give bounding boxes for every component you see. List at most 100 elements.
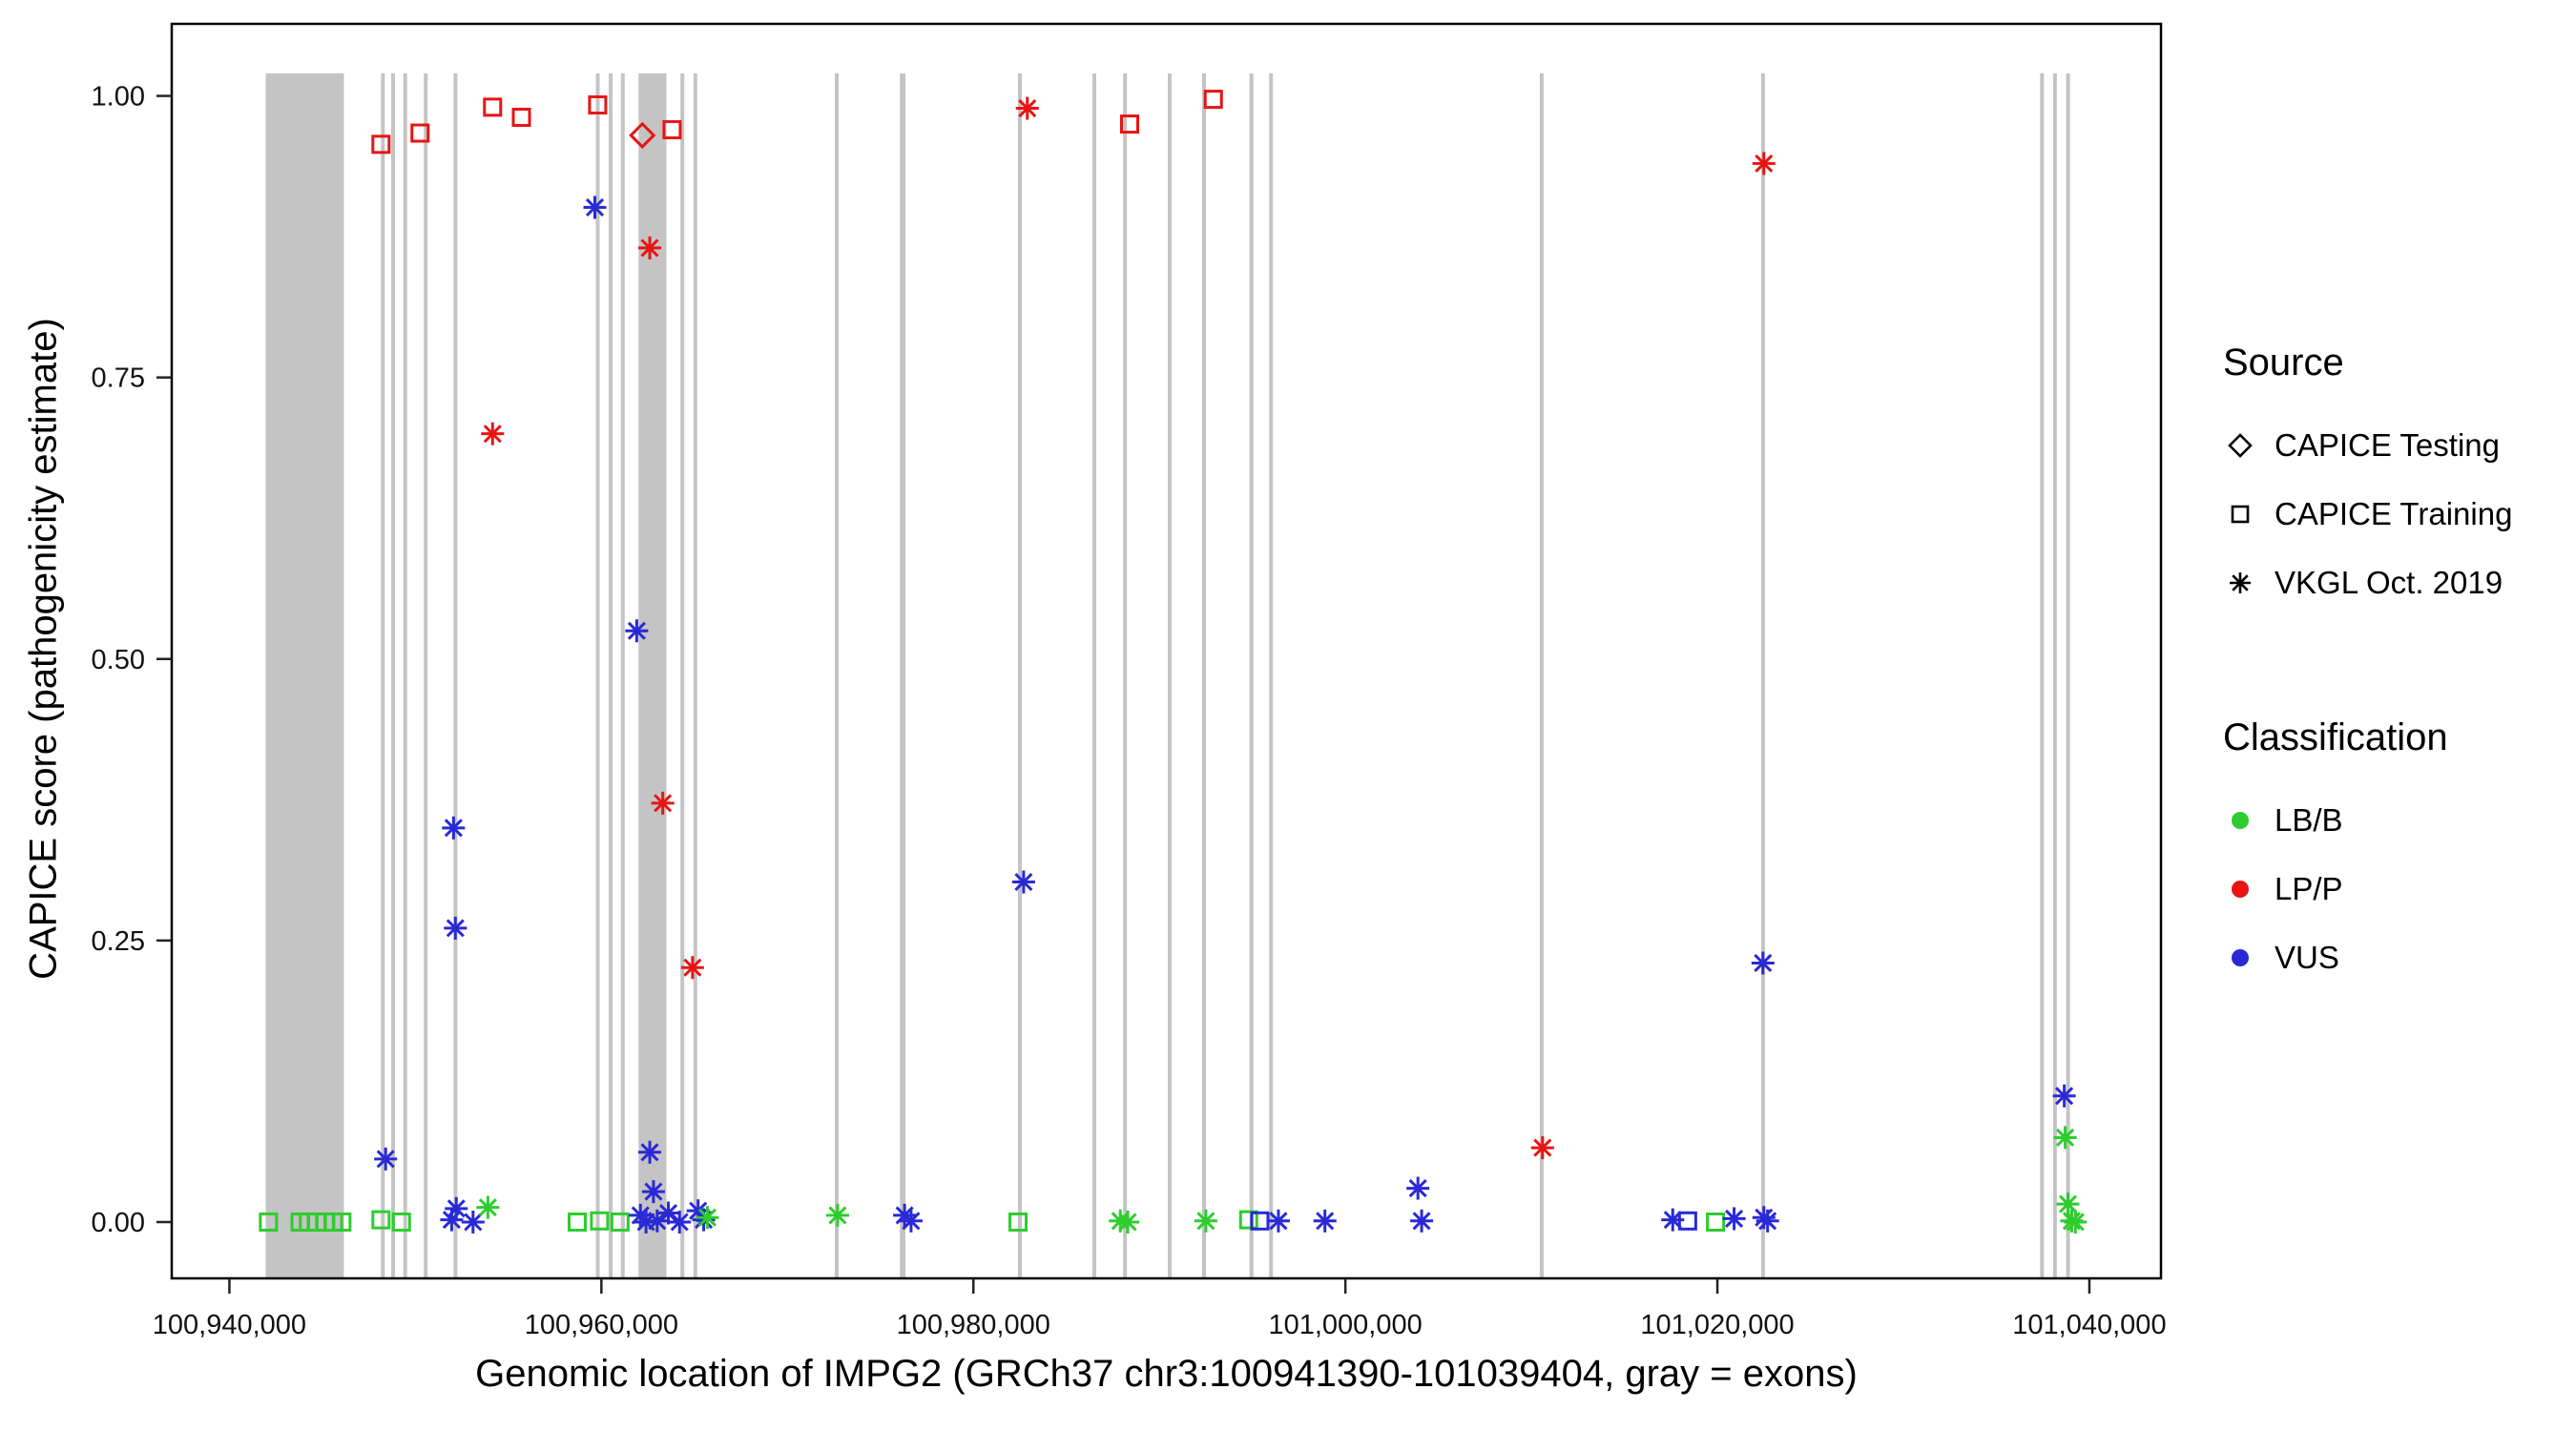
exon-band — [424, 73, 428, 1278]
data-point — [567, 1212, 587, 1232]
legend-classification-items: LB/B LP/P VUS — [2223, 786, 2512, 992]
y-tick-label: 0.25 — [92, 926, 145, 957]
data-point — [610, 1212, 630, 1232]
legend-classification-item: LP/P — [2223, 855, 2512, 923]
exon-band — [391, 73, 395, 1278]
legend-item-label: VKGL Oct. 2019 — [2275, 565, 2503, 600]
data-point — [1406, 1176, 1430, 1200]
data-point — [2052, 1084, 2076, 1108]
y-tick-label: 1.00 — [92, 82, 145, 113]
exon-band — [1168, 73, 1172, 1278]
exon-band — [403, 73, 407, 1278]
data-point — [481, 422, 505, 446]
asterisk-icon — [2223, 566, 2257, 600]
data-point — [1203, 90, 1223, 110]
data-point — [899, 1209, 923, 1233]
data-point — [668, 1210, 692, 1234]
legend-item-label: LP/P — [2275, 871, 2343, 906]
data-point — [511, 107, 531, 127]
legend-classification-title: Classification — [2223, 716, 2448, 758]
legend-source-item: VKGL Oct. 2019 — [2223, 549, 2512, 617]
data-point — [825, 1203, 849, 1227]
y-tick-label: 0.50 — [92, 645, 145, 675]
data-point — [1238, 1210, 1258, 1230]
data-point — [461, 1210, 485, 1234]
exon-band — [835, 73, 839, 1278]
plot-legend: Source CAPICE Testing CAPICE Training VKGL… — [2223, 342, 2512, 992]
exon-band — [2040, 73, 2045, 1278]
x-tick-label: 101,040,000 — [2012, 1310, 2166, 1340]
data-point — [1410, 1209, 1434, 1233]
data-point — [2064, 1210, 2088, 1234]
data-point — [2053, 1126, 2077, 1150]
x-tick-label: 101,000,000 — [1268, 1310, 1422, 1340]
legend-classification-item: VUS — [2223, 923, 2512, 992]
exon-band — [638, 73, 667, 1278]
data-point — [1751, 951, 1775, 975]
data-point — [332, 1212, 352, 1232]
data-point — [696, 1206, 719, 1230]
legend-classification-item: LB/B — [2223, 786, 2512, 855]
square-icon — [2223, 497, 2257, 531]
legend-item-label: CAPICE Training — [2275, 496, 2513, 531]
exon-band — [680, 73, 685, 1278]
data-point — [641, 1180, 665, 1204]
data-point — [391, 1212, 411, 1232]
data-point — [1755, 1209, 1779, 1233]
legend-item-label: LB/B — [2275, 802, 2343, 838]
data-point — [444, 916, 467, 940]
diamond-icon — [2223, 428, 2257, 463]
exon-band — [453, 73, 458, 1278]
exon-band — [620, 73, 625, 1278]
exon-band — [2066, 73, 2070, 1278]
x-tick-label: 100,960,000 — [525, 1310, 678, 1340]
x-tick-label: 101,020,000 — [1640, 1310, 1794, 1340]
data-point — [1530, 1136, 1554, 1160]
exon-band — [265, 73, 344, 1278]
exon-band — [381, 73, 385, 1278]
data-point — [410, 123, 430, 143]
exon-band — [1202, 73, 1206, 1278]
panel-border — [170, 22, 2163, 1280]
exon-band — [1018, 73, 1022, 1278]
data-point — [1266, 1209, 1290, 1233]
exon-band — [693, 73, 697, 1278]
data-point — [259, 1212, 279, 1232]
legend-source-item: CAPICE Testing — [2223, 411, 2512, 480]
data-point — [374, 1147, 398, 1171]
y-tick-label: 0.75 — [92, 363, 145, 394]
dot-icon — [2223, 803, 2257, 838]
data-point — [680, 956, 704, 980]
data-point — [1722, 1207, 1746, 1231]
legend-item-label: CAPICE Testing — [2275, 427, 2500, 463]
x-tick-label: 100,980,000 — [897, 1310, 1050, 1340]
data-point — [651, 791, 675, 815]
exon-band — [1760, 73, 1765, 1278]
data-point — [371, 1210, 391, 1230]
data-point — [1116, 1210, 1140, 1234]
data-point — [1661, 1208, 1685, 1232]
data-point — [1119, 114, 1139, 135]
data-point — [483, 97, 503, 117]
data-point — [629, 121, 656, 149]
legend-item-label: VUS — [2275, 940, 2339, 975]
y-axis-title: CAPICE score (pathogenicity estimate) — [22, 318, 65, 980]
x-axis-title: Genomic location of IMPG2 (GRCh37 chr3:1… — [475, 1353, 1858, 1395]
data-point — [638, 236, 662, 259]
data-point — [662, 119, 682, 139]
data-point — [440, 1208, 464, 1232]
exon-band — [595, 73, 600, 1278]
data-point — [583, 196, 607, 219]
exon-band — [900, 73, 905, 1278]
legend-source-items: CAPICE Testing CAPICE Training VKGL Oct. 2… — [2223, 411, 2512, 617]
data-point — [2056, 1192, 2080, 1216]
data-point — [645, 1209, 669, 1233]
exon-band — [609, 73, 613, 1278]
legend-source-title: Source — [2223, 342, 2344, 384]
data-point — [638, 1140, 662, 1164]
data-point — [1015, 96, 1039, 120]
data-point — [371, 135, 391, 155]
data-point — [1706, 1212, 1726, 1232]
